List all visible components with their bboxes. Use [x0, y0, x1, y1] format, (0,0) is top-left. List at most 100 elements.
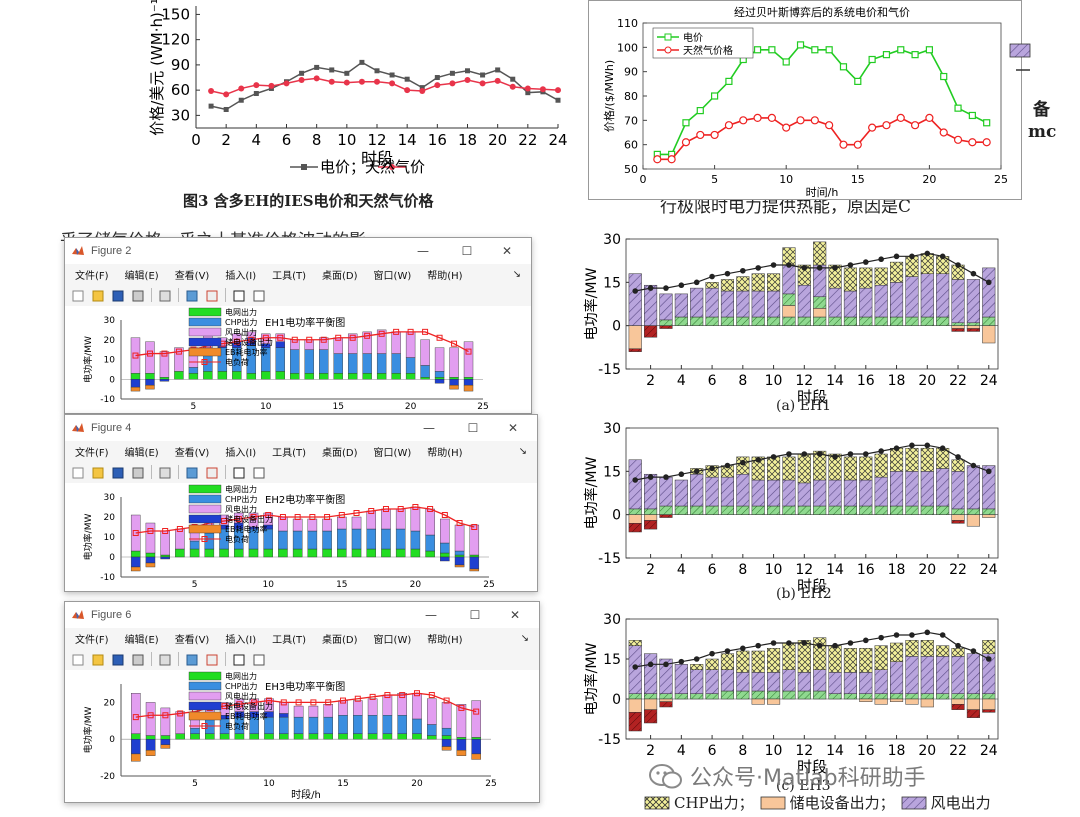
minimize-button[interactable]: — [425, 608, 437, 622]
data-point [968, 138, 977, 147]
link-icon[interactable] [158, 288, 172, 302]
x-tick-label: 22 [949, 373, 967, 389]
new-file-icon[interactable] [71, 288, 85, 302]
menu-edit[interactable]: 编辑(E) [124, 634, 159, 646]
menu-desktop[interactable]: 桌面(D) [322, 634, 358, 646]
y-tick-label: 30 [104, 493, 116, 503]
menu-desktop[interactable]: 桌面(D) [322, 270, 358, 282]
figure-window-2[interactable]: Figure 2 — ☐ ✕ 文件(F) 编辑(E) 查看(V) 插入(I) 工… [64, 237, 532, 414]
menu-help[interactable]: 帮助(H) [427, 270, 463, 282]
plot-browser-icon[interactable] [252, 652, 266, 666]
figure-window-6[interactable]: Figure 6 — ☐ ✕ 文件(F) 编辑(E) 查看(V) 插入(I) 工… [64, 601, 540, 803]
y-tick-label: 90 [624, 66, 638, 79]
pointer-icon[interactable] [232, 652, 246, 666]
window-titlebar[interactable]: Figure 4 — ☐ ✕ [65, 415, 537, 441]
menu-view[interactable]: 查看(V) [174, 447, 210, 459]
property-editor-icon[interactable] [205, 288, 219, 302]
minimize-button[interactable]: — [423, 421, 435, 435]
minimize-button[interactable]: — [417, 244, 429, 258]
save-icon[interactable] [111, 288, 125, 302]
figure-window-4[interactable]: Figure 4 — ☐ ✕ 文件(F) 编辑(E) 查看(V) 插入(I) 工… [64, 414, 538, 592]
storage-charge-bar [160, 556, 170, 560]
close-button[interactable]: ✕ [509, 608, 521, 622]
menu-tools[interactable]: 工具(T) [272, 447, 307, 459]
close-button[interactable]: ✕ [501, 244, 513, 258]
wind-bar [905, 471, 919, 507]
save-icon[interactable] [111, 465, 125, 479]
dock-arrow-icon[interactable]: ↘ [520, 632, 529, 644]
figure-icon[interactable] [185, 288, 199, 302]
save-icon[interactable] [111, 652, 125, 666]
print-icon[interactable] [131, 652, 145, 666]
x-tick-label: 18 [888, 562, 906, 578]
load-point [132, 352, 139, 359]
menu-view[interactable]: 查看(V) [174, 270, 210, 282]
eb-consumption-bar [644, 520, 658, 530]
menu-view[interactable]: 查看(V) [174, 634, 210, 646]
menu-tools[interactable]: 工具(T) [272, 634, 307, 646]
property-editor-icon[interactable] [205, 652, 219, 666]
maximize-button[interactable]: ☐ [461, 244, 473, 258]
print-icon[interactable] [131, 288, 145, 302]
menu-file[interactable]: 文件(F) [75, 634, 109, 646]
load-point [909, 632, 915, 638]
legend-swatch [188, 711, 222, 721]
menu-tools[interactable]: 工具(T) [272, 270, 307, 282]
menu-window[interactable]: 窗口(W) [373, 634, 412, 646]
pointer-icon[interactable] [232, 465, 246, 479]
menu-edit[interactable]: 编辑(E) [124, 447, 159, 459]
window-titlebar[interactable]: Figure 6 — ☐ ✕ [65, 602, 539, 628]
plot-browser-icon[interactable] [252, 465, 266, 479]
load-point [353, 510, 360, 516]
y-axis-label: 价格/美元 (WM·h)⁻¹ [148, 0, 166, 136]
load-point [427, 506, 434, 512]
data-point [419, 85, 425, 91]
menu-help[interactable]: 帮助(H) [427, 634, 463, 646]
menu-edit[interactable]: 编辑(E) [124, 270, 159, 282]
print-icon[interactable] [131, 465, 145, 479]
dock-arrow-icon[interactable]: ↘ [518, 445, 527, 457]
link-icon[interactable] [158, 652, 172, 666]
pointer-icon[interactable] [232, 288, 246, 302]
maximize-button[interactable]: ☐ [467, 421, 479, 435]
menu-window[interactable]: 窗口(W) [373, 447, 412, 459]
grid-bar [203, 371, 213, 380]
figure-title: EH2电功率平衡图 [265, 493, 345, 506]
storage-charge-bar [982, 325, 996, 344]
legend-marker-gas [389, 164, 395, 170]
new-file-icon[interactable] [71, 652, 85, 666]
dock-arrow-icon[interactable]: ↘ [512, 268, 521, 280]
grid-bar [644, 508, 658, 515]
menu-insert[interactable]: 插入(I) [225, 447, 257, 459]
property-editor-icon[interactable] [205, 465, 219, 479]
menu-window[interactable]: 窗口(W) [373, 270, 412, 282]
data-point [344, 70, 350, 76]
data-point [825, 121, 834, 130]
grid-bar [290, 373, 300, 380]
menu-insert[interactable]: 插入(I) [225, 270, 257, 282]
menu-file[interactable]: 文件(F) [75, 447, 109, 459]
menu-insert[interactable]: 插入(I) [225, 634, 257, 646]
link-icon[interactable] [158, 465, 172, 479]
grid-bar [219, 548, 229, 558]
menu-desktop[interactable]: 桌面(D) [322, 447, 358, 459]
storage-charge-bar [982, 698, 996, 710]
legend-swatch [188, 701, 222, 711]
x-tick-label: 2 [221, 131, 231, 149]
window-titlebar[interactable]: Figure 2 — ☐ ✕ [65, 238, 531, 264]
data-point [839, 63, 848, 71]
plot-browser-icon[interactable] [252, 288, 266, 302]
close-button[interactable]: ✕ [507, 421, 519, 435]
eb-consumption-bar [659, 514, 673, 518]
figure-icon[interactable] [185, 652, 199, 666]
open-folder-icon[interactable] [91, 465, 105, 479]
figure-icon[interactable] [185, 465, 199, 479]
data-point [434, 82, 441, 89]
menu-help[interactable]: 帮助(H) [427, 447, 463, 459]
open-folder-icon[interactable] [91, 652, 105, 666]
open-folder-icon[interactable] [91, 288, 105, 302]
new-file-icon[interactable] [71, 465, 85, 479]
maximize-button[interactable]: ☐ [469, 608, 481, 622]
menu-file[interactable]: 文件(F) [75, 270, 109, 282]
grid-bar [366, 548, 377, 558]
